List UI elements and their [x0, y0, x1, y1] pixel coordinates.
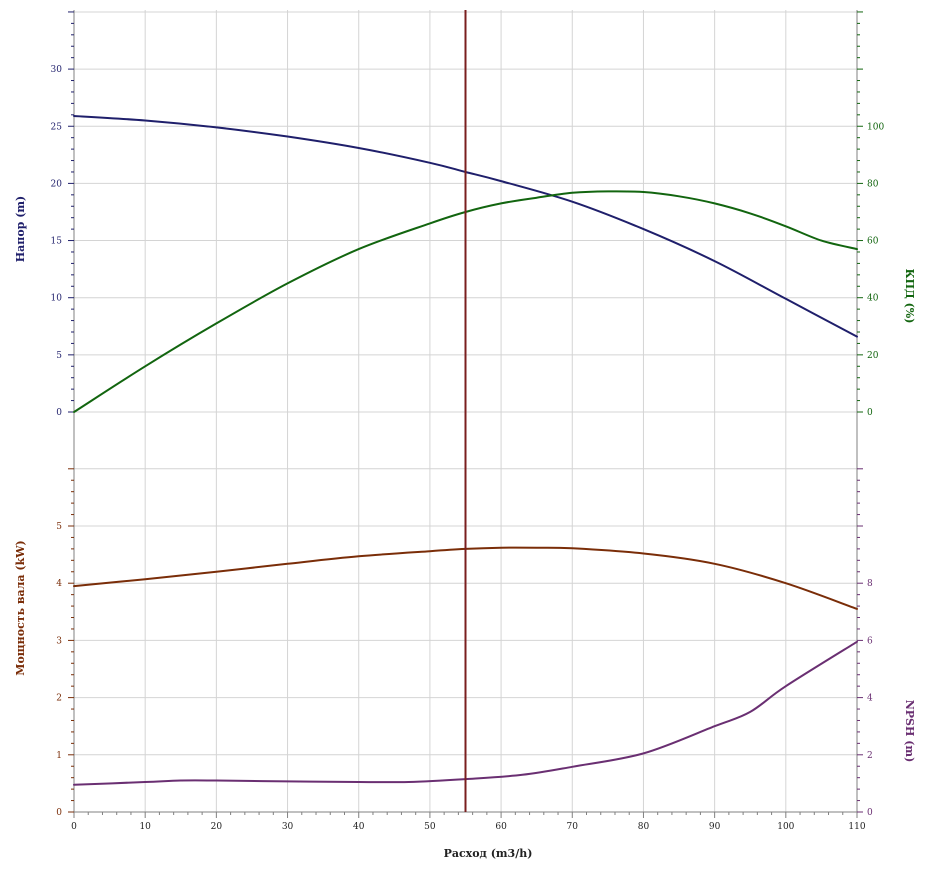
- power-tick-label: 5: [56, 522, 62, 532]
- efficiency-tick-label: 80: [867, 179, 879, 189]
- x-tick-label: 10: [139, 822, 151, 832]
- x-tick-label: 50: [424, 822, 436, 832]
- axis-labels: Напор (m) КПД (%) Мощность вала (kW) NPS…: [14, 196, 916, 860]
- npsh-axis-title: NPSH (m): [903, 700, 916, 763]
- head-tick-label: 20: [51, 179, 63, 189]
- series: [73, 10, 858, 812]
- power-tick-label: 2: [56, 694, 62, 704]
- x-tick-label: 110: [848, 822, 865, 832]
- npsh-tick-label: 6: [867, 636, 873, 646]
- efficiency-tick-label: 40: [867, 294, 879, 304]
- x-tick-label: 20: [211, 822, 223, 832]
- axes: 0 10 20 30 40 50 60 70 80 90 100 110051015202530020…: [51, 10, 884, 832]
- power-tick-label: 0: [56, 808, 62, 818]
- power-tick-label: 1: [56, 751, 62, 761]
- x-tick-label: 90: [709, 822, 721, 832]
- head-tick-label: 25: [51, 122, 63, 132]
- efficiency-tick-label: 0: [867, 408, 873, 418]
- power-tick-label: 4: [56, 579, 62, 589]
- npsh-tick-label: 8: [867, 579, 873, 589]
- x-tick-label: 70: [567, 822, 579, 832]
- efficiency-curve: [73, 190, 858, 413]
- efficiency-tick-label: 100: [867, 122, 884, 132]
- head-tick-label: 5: [56, 351, 62, 361]
- head-axis-title: Напор (m): [14, 196, 27, 262]
- head-tick-label: 0: [56, 408, 62, 418]
- head-tick-label: 15: [51, 237, 63, 247]
- flow-axis-title: Расход (m3/h): [444, 847, 533, 860]
- efficiency-axis-title: КПД (%): [903, 269, 916, 324]
- power-tick-label: 3: [56, 636, 62, 646]
- x-tick-label: 40: [353, 822, 365, 832]
- npsh-tick-label: 2: [867, 751, 873, 761]
- x-tick-label: 30: [282, 822, 294, 832]
- power-axis-title: Мощность вала (kW): [14, 540, 27, 675]
- efficiency-tick-label: 20: [867, 351, 879, 361]
- head-tick-label: 30: [51, 65, 63, 75]
- power-curve: [73, 546, 858, 610]
- x-tick-label: 80: [638, 822, 650, 832]
- x-tick-label: 100: [777, 822, 794, 832]
- npsh-tick-label: 4: [867, 694, 873, 704]
- head-tick-label: 10: [51, 294, 63, 304]
- x-tick-label: 60: [495, 822, 507, 832]
- x-tick-label: 0: [71, 822, 77, 832]
- npsh-tick-label: 0: [867, 808, 873, 818]
- efficiency-tick-label: 60: [867, 237, 879, 247]
